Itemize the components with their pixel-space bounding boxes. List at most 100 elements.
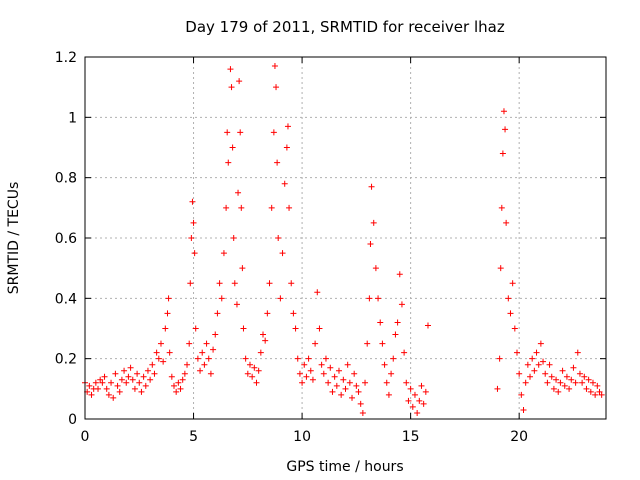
x-tick-label: 20 — [510, 429, 528, 445]
data-point — [568, 376, 575, 383]
data-point — [362, 379, 369, 386]
data-point — [97, 376, 104, 383]
data-point — [244, 370, 251, 377]
data-point — [299, 379, 306, 386]
y-tick-label: 0.6 — [55, 231, 77, 247]
data-point — [205, 355, 212, 362]
data-point — [325, 379, 332, 386]
data-point — [516, 370, 523, 377]
data-point — [420, 400, 427, 407]
data-point — [253, 379, 260, 386]
y-axis-label: SRMTID / TECUs — [6, 182, 22, 295]
data-point — [201, 361, 208, 368]
data-point — [394, 319, 401, 326]
data-point — [228, 84, 235, 91]
data-point — [366, 295, 373, 302]
data-point — [212, 331, 219, 338]
data-point — [368, 183, 375, 190]
data-point — [574, 349, 581, 356]
data-point — [138, 388, 145, 395]
data-point — [266, 280, 273, 287]
data-point — [589, 379, 596, 386]
data-point — [557, 379, 564, 386]
y-tick-label: 0.2 — [55, 352, 77, 368]
chart-title: Day 179 of 2011, SRMTID for receiver lha… — [185, 18, 505, 36]
data-point — [349, 394, 356, 401]
data-point — [157, 340, 164, 347]
data-point — [309, 376, 316, 383]
y-tick-label: 1.2 — [55, 50, 77, 66]
data-point — [292, 325, 299, 332]
data-point — [175, 379, 182, 386]
data-point — [142, 382, 149, 389]
data-point — [331, 373, 338, 380]
data-point — [581, 373, 588, 380]
data-point — [136, 379, 143, 386]
data-point — [140, 373, 147, 380]
data-point — [173, 388, 180, 395]
data-point — [88, 391, 95, 398]
data-point — [548, 373, 555, 380]
data-point — [189, 198, 196, 205]
data-point — [207, 370, 214, 377]
data-point — [513, 349, 520, 356]
data-point — [149, 361, 156, 368]
data-point — [353, 382, 360, 389]
data-point — [270, 129, 277, 136]
data-point — [162, 325, 169, 332]
data-point — [383, 379, 390, 386]
data-point — [522, 379, 529, 386]
data-point — [164, 310, 171, 317]
data-point — [194, 355, 201, 362]
data-point — [121, 367, 128, 374]
data-point — [116, 388, 123, 395]
data-point — [329, 388, 336, 395]
data-point — [594, 382, 601, 389]
data-point — [572, 379, 579, 386]
data-point — [179, 376, 186, 383]
data-point — [531, 367, 538, 374]
data-point — [95, 385, 102, 392]
data-point — [307, 367, 314, 374]
data-point — [105, 391, 112, 398]
data-point — [190, 219, 197, 226]
data-point — [192, 325, 199, 332]
data-point — [249, 373, 256, 380]
data-point — [92, 379, 99, 386]
data-point — [273, 84, 280, 91]
data-point — [322, 355, 329, 362]
axis-ticks: 0 0.2 0.4 0.6 0.8 1 1.2 0 5 10 15 20 — [55, 50, 606, 445]
data-point — [233, 301, 240, 308]
data-point — [344, 361, 351, 368]
data-point — [333, 382, 340, 389]
data-point — [422, 388, 429, 395]
grid — [85, 57, 606, 419]
data-point — [340, 376, 347, 383]
data-point — [596, 388, 603, 395]
data-point — [351, 370, 358, 377]
data-point — [101, 373, 108, 380]
data-point — [533, 349, 540, 356]
data-point — [377, 319, 384, 326]
data-point — [372, 265, 379, 272]
data-point — [114, 382, 121, 389]
data-point — [509, 280, 516, 287]
data-point — [592, 391, 599, 398]
data-point — [147, 376, 154, 383]
data-points — [82, 63, 605, 416]
data-point — [418, 382, 425, 389]
data-point — [262, 337, 269, 344]
data-point — [155, 355, 162, 362]
data-point — [579, 379, 586, 386]
data-point — [511, 325, 518, 332]
data-point — [320, 370, 327, 377]
data-point — [407, 385, 414, 392]
data-point — [166, 349, 173, 356]
data-point — [165, 295, 172, 302]
data-point — [188, 235, 195, 241]
data-point — [236, 78, 243, 85]
data-point — [342, 385, 349, 392]
data-point — [127, 364, 134, 371]
data-point — [129, 376, 136, 383]
data-point — [502, 126, 509, 133]
